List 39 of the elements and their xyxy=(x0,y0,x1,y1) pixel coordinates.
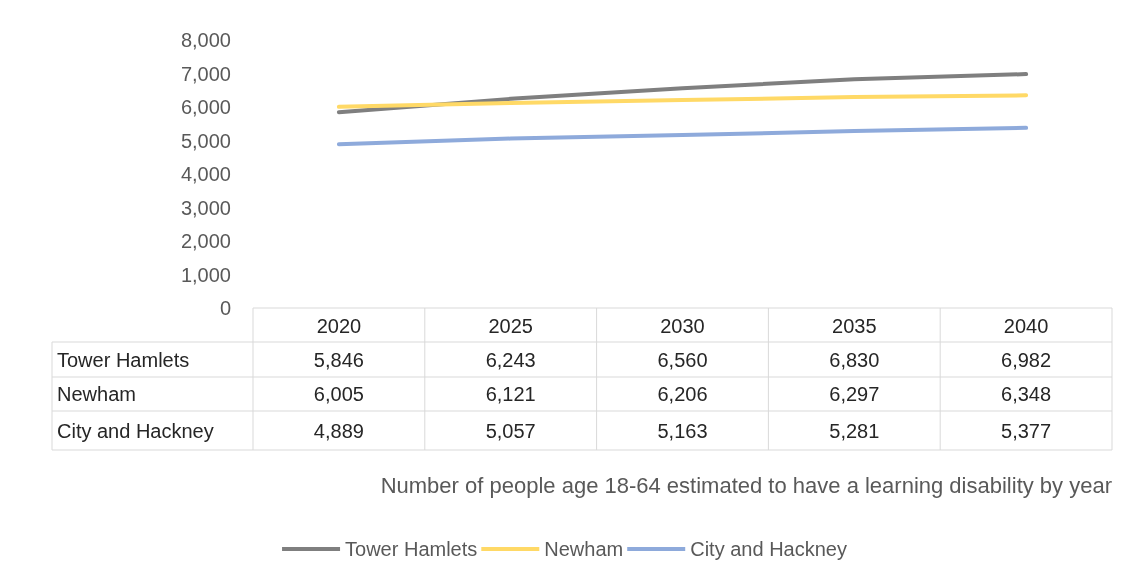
data-label: 5,377 xyxy=(1001,419,1052,442)
line-series xyxy=(336,125,1029,147)
text: Tower Hamlets xyxy=(57,348,190,371)
x-tick-label: 2025 xyxy=(488,315,533,337)
x-tick-label: 2035 xyxy=(832,315,877,337)
data-label: 6,560 xyxy=(657,348,708,371)
data-label: 5,281 xyxy=(829,419,880,442)
line-series xyxy=(336,93,1029,109)
y-tick-label: 4,000 xyxy=(180,163,231,185)
y-tick-label: 6,000 xyxy=(180,96,231,118)
legend-label: Newham xyxy=(544,538,624,560)
x-tick-label: 2040 xyxy=(1003,315,1049,337)
y-tick-label: 1,000 xyxy=(180,263,231,286)
legend-label: City and Hackney xyxy=(690,538,847,560)
data-label: 5,057 xyxy=(485,419,536,442)
data-label: 6,206 xyxy=(657,383,708,405)
text: Newham xyxy=(57,383,136,405)
text: Number of people age 18-64 estimated to have a learning disability by year xyxy=(380,472,1112,498)
data-label: 5,163 xyxy=(657,419,708,442)
line-series xyxy=(336,72,1029,115)
y-tick-label: 0 xyxy=(219,297,231,319)
text: City and Hackney xyxy=(57,419,214,442)
y-tick-label: 8,000 xyxy=(180,29,231,51)
y-tick-label: 7,000 xyxy=(180,62,231,85)
data-label: 6,005 xyxy=(313,383,364,405)
data-label: 6,982 xyxy=(1001,348,1052,371)
data-label: 6,297 xyxy=(829,383,880,405)
data-label: 6,830 xyxy=(829,348,880,371)
data-label: 6,121 xyxy=(485,383,536,405)
data-label: 6,243 xyxy=(485,348,536,371)
legend-label: Tower Hamlets xyxy=(345,538,478,560)
x-tick-label: 2030 xyxy=(660,315,705,337)
y-tick-label: 3,000 xyxy=(180,196,231,219)
y-tick-label: 2,000 xyxy=(180,230,231,252)
data-label: 5,846 xyxy=(313,348,364,371)
data-label: 6,348 xyxy=(1001,383,1052,405)
y-tick-label: 5,000 xyxy=(180,129,231,152)
data-label: 4,889 xyxy=(313,419,364,442)
x-tick-label: 2020 xyxy=(316,315,362,337)
